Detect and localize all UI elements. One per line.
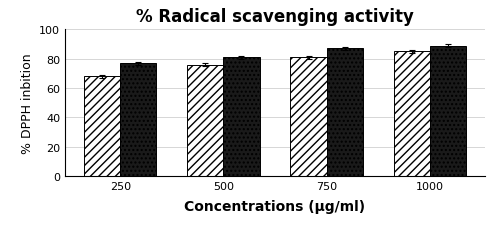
Bar (120, 64, 156, 176)
Bar (188, 65, 224, 176)
Bar (326, 49, 362, 176)
Bar (290, 58, 326, 176)
X-axis label: Concentrations (μg/ml): Concentrations (μg/ml) (184, 200, 366, 213)
Bar (224, 58, 260, 176)
Bar (430, 46, 466, 176)
Title: % Radical scavenging activity: % Radical scavenging activity (136, 8, 414, 26)
Y-axis label: % DPPH inbition: % DPPH inbition (20, 53, 34, 153)
Bar (394, 52, 430, 176)
Bar (84, 77, 120, 176)
